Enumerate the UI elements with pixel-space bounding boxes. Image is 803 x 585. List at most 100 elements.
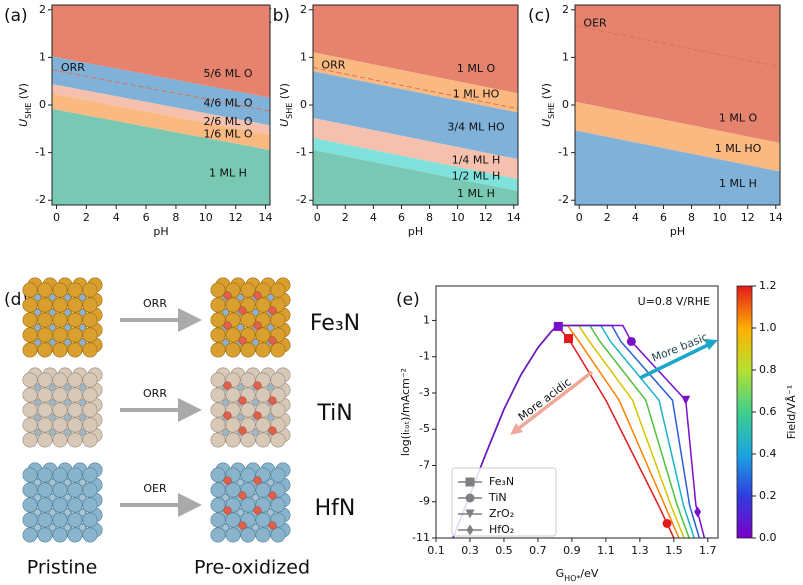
x-tick-label: 12	[479, 211, 493, 224]
atom-n	[64, 339, 71, 346]
y-tick-label: -2	[296, 193, 307, 206]
legend-marker	[465, 509, 475, 519]
region-label: 3/4 ML HO	[447, 120, 505, 133]
atom	[210, 417, 226, 433]
atom-n	[252, 494, 259, 501]
atom	[240, 282, 256, 298]
atom-n	[64, 399, 71, 406]
atom-n	[252, 339, 259, 346]
x-tick-label: 0	[576, 211, 583, 224]
atom-n	[49, 429, 56, 436]
plot-frame	[51, 4, 271, 206]
atom	[270, 432, 286, 448]
colorbar-tick-label: 0.0	[759, 531, 777, 544]
region-label: 1 ML HO	[715, 142, 762, 155]
atom	[22, 482, 38, 498]
region	[313, 5, 518, 94]
region	[575, 5, 780, 143]
atom	[67, 342, 83, 358]
atom-n	[79, 509, 86, 516]
atom-n	[267, 509, 274, 516]
atom	[210, 432, 226, 448]
atom	[52, 297, 68, 313]
atom	[22, 282, 38, 298]
region	[313, 71, 518, 160]
atom-n	[34, 414, 41, 421]
atom	[37, 512, 53, 528]
atom	[52, 312, 68, 328]
y-axis-label-sub: SHE	[24, 103, 33, 119]
atom	[22, 387, 38, 403]
x-tick-label: 2	[83, 211, 90, 224]
atom	[225, 387, 241, 403]
atom	[82, 297, 98, 313]
region-label: 1 ML O	[457, 62, 496, 75]
atom	[37, 432, 53, 448]
atom	[255, 527, 271, 543]
y-tick-label: 1	[39, 50, 46, 63]
y-axis-label-main: U	[278, 119, 291, 127]
y-axis-label-rest: (V)	[540, 83, 553, 103]
condition: U=0.8 V/RHE	[638, 295, 710, 308]
legend-marker	[466, 524, 474, 536]
material-label: HfN	[315, 496, 356, 521]
atom-n	[79, 339, 86, 346]
atom	[225, 297, 241, 313]
marker	[564, 334, 574, 344]
panel-label: (a)	[4, 6, 28, 26]
y-tick-label: -1	[558, 146, 569, 159]
atom	[22, 297, 38, 313]
atom-n	[252, 524, 259, 531]
x-tick-label: 1.5	[665, 544, 683, 557]
y-tick-label: -2	[558, 193, 569, 206]
atom-n	[64, 479, 71, 486]
region	[575, 130, 780, 205]
atom-o	[238, 491, 247, 500]
atom	[255, 297, 271, 313]
atom	[52, 282, 68, 298]
plot-frame	[312, 4, 519, 206]
atom	[210, 512, 226, 528]
atom	[52, 372, 68, 388]
region-label: 4/6 ML O	[204, 97, 253, 110]
atom-o	[238, 336, 247, 345]
atom-n	[64, 414, 71, 421]
atom-n	[252, 309, 259, 316]
atom	[82, 497, 98, 513]
y-axis-label-rest: (V)	[278, 83, 291, 103]
atom-o	[223, 411, 232, 420]
atom-o	[253, 291, 262, 300]
plot-area	[575, 5, 780, 205]
plot-frame	[574, 4, 781, 206]
atom	[37, 342, 53, 358]
x-tick-label: 2	[342, 211, 349, 224]
y-tick-label: 1	[423, 313, 430, 326]
atom-n	[237, 384, 244, 391]
atom	[67, 402, 83, 418]
x-tick-label: 10	[713, 211, 727, 224]
atom	[22, 432, 38, 448]
atom	[240, 342, 256, 358]
x-tick-label: 0.3	[461, 544, 479, 557]
y-tick-label: -2	[35, 193, 46, 206]
atom-n	[222, 524, 229, 531]
process-label: OER	[143, 482, 167, 495]
atom-n	[49, 399, 56, 406]
atom	[37, 417, 53, 433]
atom-n	[79, 429, 86, 436]
x-tick-label: 14	[769, 211, 783, 224]
atom	[210, 497, 226, 513]
atom	[52, 402, 68, 418]
atom-o	[223, 381, 232, 390]
x-tick-label: 14	[507, 211, 521, 224]
x-axis-label-rest: /eV	[580, 567, 598, 580]
x-tick-label: 6	[660, 211, 667, 224]
y-tick-label: 0	[300, 98, 307, 111]
x-tick-label: 8	[172, 211, 179, 224]
process-label: ORR	[143, 387, 167, 400]
atom-o	[223, 291, 232, 300]
atom	[270, 402, 286, 418]
atom-n	[34, 524, 41, 531]
y-tick-label: -1	[419, 350, 430, 363]
column-label: Pre-oxidized	[194, 557, 310, 579]
